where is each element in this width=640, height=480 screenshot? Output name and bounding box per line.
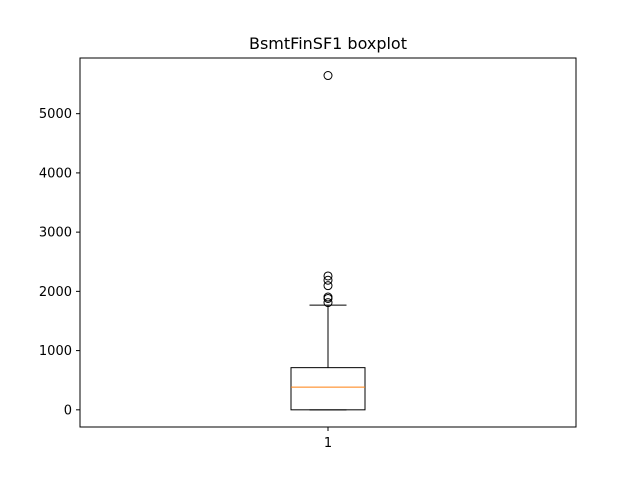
iqr-box — [290, 367, 366, 411]
y-tick-label: 2000 — [39, 285, 72, 300]
outlier-point — [323, 71, 333, 81]
outlier-point — [323, 298, 333, 308]
y-tick-label: 3000 — [39, 226, 72, 241]
plot-area — [290, 71, 366, 411]
y-tick-label: 4000 — [39, 166, 72, 181]
x-tick-label: 1 — [324, 436, 332, 451]
plot-frame — [79, 57, 577, 428]
outlier-point — [323, 292, 333, 302]
y-axis: 0 1000 2000 3000 4000 5000 — [39, 107, 80, 418]
box-group — [290, 71, 366, 411]
y-tick-label: 5000 — [39, 107, 72, 122]
outlier-point — [323, 271, 333, 281]
x-axis: 1 — [324, 427, 332, 451]
outlier-point — [323, 281, 333, 291]
outlier-point — [323, 275, 333, 285]
y-tick-label: 0 — [64, 403, 72, 418]
chart-title: BsmtFinSF1 boxplot — [249, 34, 407, 53]
y-tick-label: 1000 — [39, 344, 72, 359]
